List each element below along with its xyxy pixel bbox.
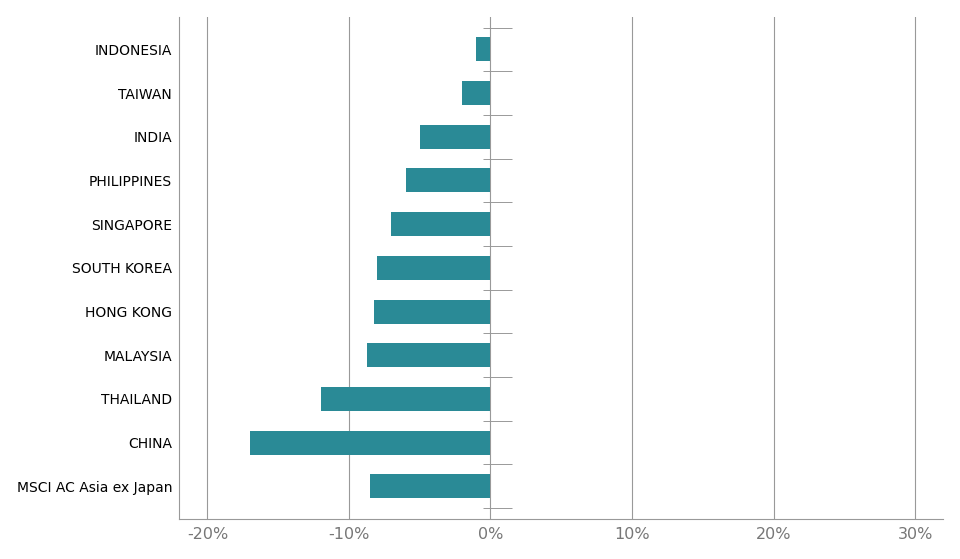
Bar <box>377 256 491 280</box>
Bar <box>392 212 491 236</box>
Bar <box>250 430 491 454</box>
Bar <box>368 343 491 367</box>
Bar <box>371 474 491 498</box>
Bar <box>462 81 491 105</box>
Bar <box>405 168 491 192</box>
Bar <box>420 125 491 149</box>
Bar <box>476 37 491 61</box>
Bar <box>374 300 491 324</box>
Bar <box>321 387 491 411</box>
